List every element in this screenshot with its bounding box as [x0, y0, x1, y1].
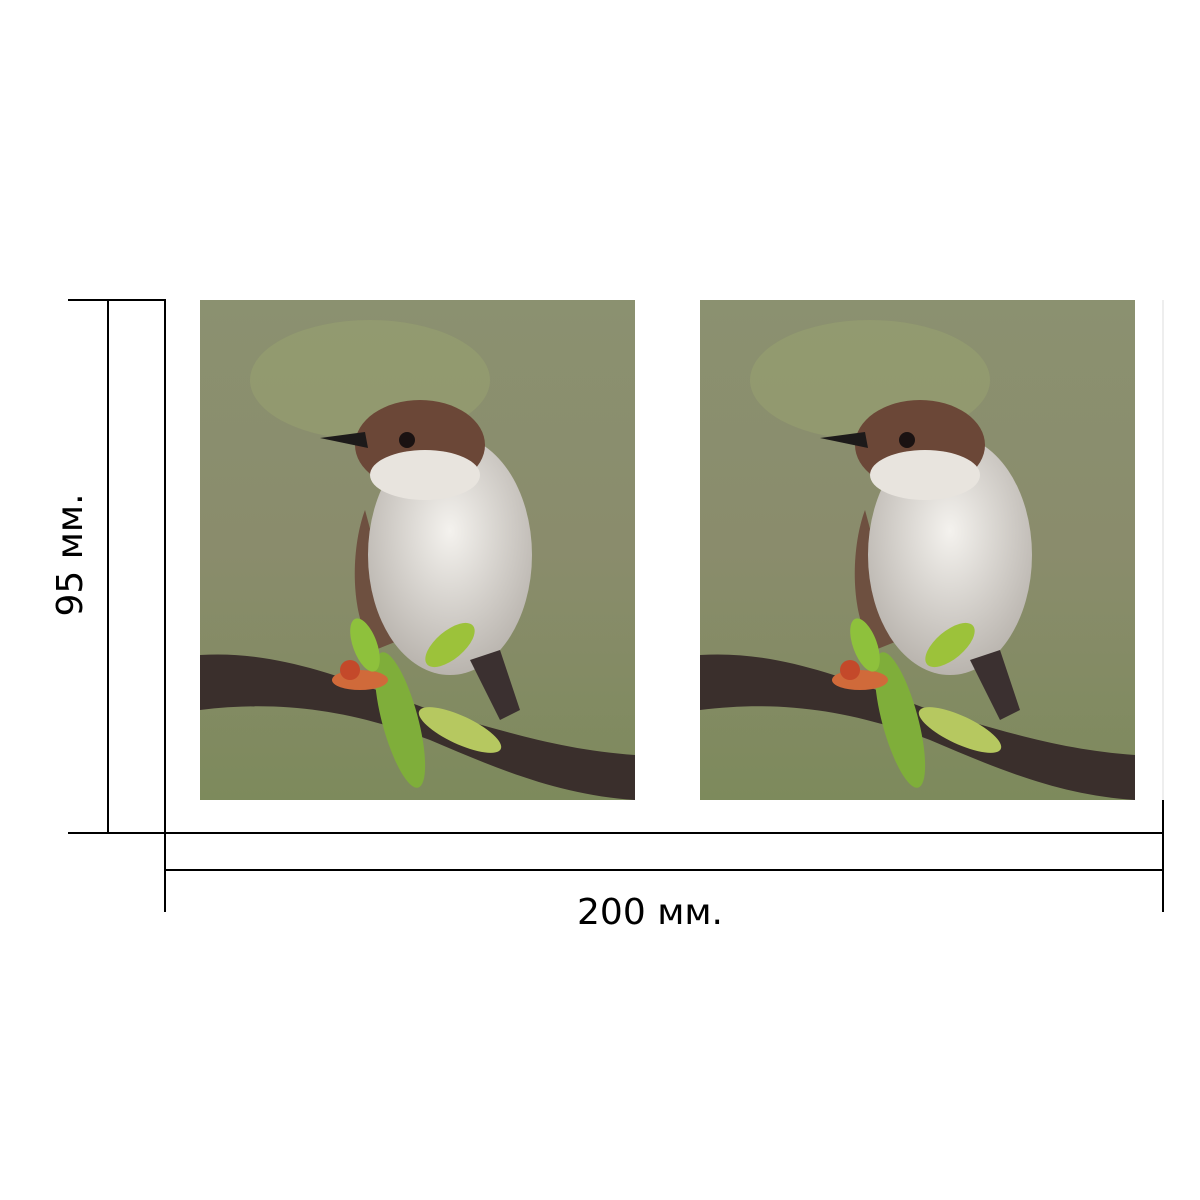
height-label: 95 мм.	[50, 493, 91, 616]
photo-left	[200, 300, 635, 800]
photo-right	[700, 300, 1135, 800]
width-label: 200 мм.	[577, 892, 723, 933]
